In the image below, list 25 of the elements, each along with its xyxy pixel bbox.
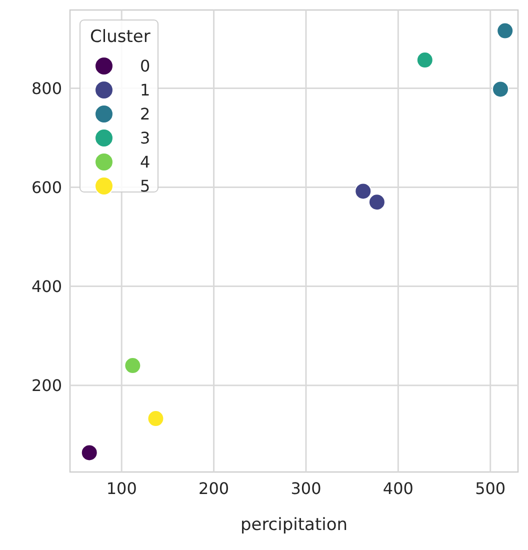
point bbox=[147, 410, 164, 428]
y-tick-label: 600 bbox=[31, 178, 62, 197]
x-tick-label: 300 bbox=[290, 479, 322, 498]
x-tick-label: 400 bbox=[382, 479, 414, 498]
point bbox=[368, 194, 386, 211]
x-tick-label: 100 bbox=[106, 479, 137, 498]
x-tick-label: 200 bbox=[198, 479, 230, 498]
legend-label: 0 bbox=[140, 56, 150, 76]
point bbox=[496, 22, 514, 40]
legend-label: 3 bbox=[140, 128, 150, 148]
y-tick-label: 400 bbox=[31, 276, 62, 296]
y-tick-label: 800 bbox=[31, 78, 62, 98]
legend-title: Cluster bbox=[90, 27, 150, 47]
x-axis-title: percipitation bbox=[240, 515, 348, 535]
y-tick-label: 200 bbox=[31, 376, 62, 395]
x-tick-label: 500 bbox=[475, 479, 506, 498]
point bbox=[492, 80, 509, 98]
point bbox=[354, 182, 372, 200]
point bbox=[124, 357, 142, 374]
point bbox=[416, 52, 434, 68]
legend-label: 1 bbox=[140, 80, 150, 100]
legend-label: 5 bbox=[140, 176, 150, 196]
legend-label: 4 bbox=[140, 152, 150, 172]
legend-label: 2 bbox=[140, 104, 150, 124]
point bbox=[80, 444, 98, 462]
